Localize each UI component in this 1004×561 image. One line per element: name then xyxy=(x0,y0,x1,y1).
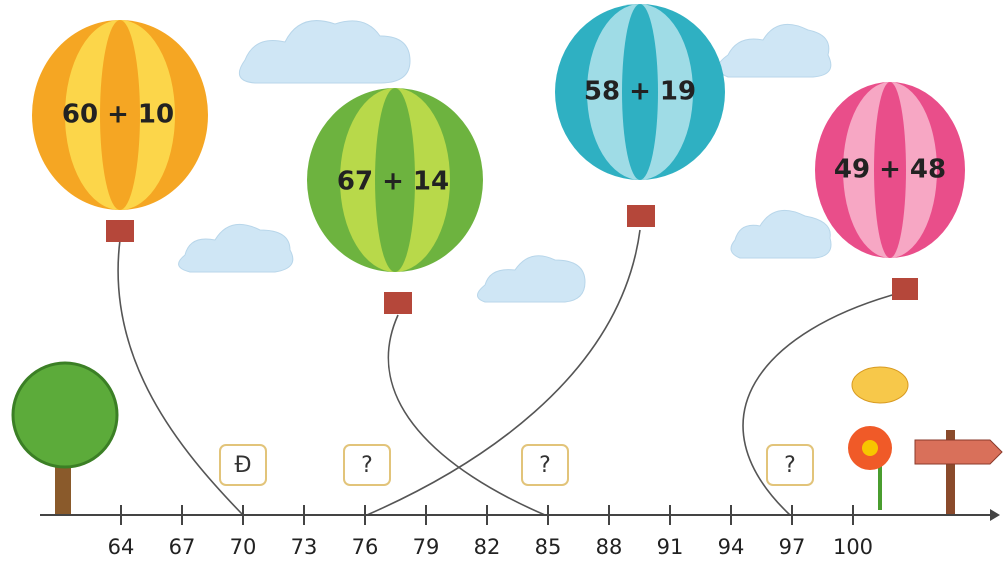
clouds xyxy=(179,21,831,302)
answer-box: Đ xyxy=(234,453,251,478)
tick-label: 94 xyxy=(718,535,745,559)
balloon xyxy=(32,20,208,242)
exercise-scene: 60 + 10 67 + 14 58 + 19 49 + 48 Đ ? ? ? … xyxy=(0,0,1004,561)
answer-box: ? xyxy=(539,453,551,478)
number-line-arrow xyxy=(990,509,1000,521)
tick-label: 70 xyxy=(230,535,257,559)
signpost xyxy=(915,430,1002,515)
tick-label: 82 xyxy=(474,535,501,559)
balloon-label: 60 + 10 xyxy=(62,100,174,130)
tick-label: 73 xyxy=(291,535,318,559)
answer-box: ? xyxy=(361,453,373,478)
tick-label: 79 xyxy=(413,535,440,559)
balloon-label: 58 + 19 xyxy=(584,77,696,107)
tick-label: 91 xyxy=(657,535,684,559)
tick-label: 76 xyxy=(352,535,379,559)
tick-label: 97 xyxy=(779,535,806,559)
balloon-label: 49 + 48 xyxy=(834,155,946,185)
tick-label: 64 xyxy=(108,535,135,559)
flower xyxy=(848,367,908,510)
answer-box-frames xyxy=(220,445,813,485)
answer-box: ? xyxy=(784,453,796,478)
tree xyxy=(13,363,117,515)
balloon xyxy=(307,88,483,314)
balloon xyxy=(555,4,725,227)
tick-label: 85 xyxy=(535,535,562,559)
tick-label: 100 xyxy=(833,535,873,559)
balloon xyxy=(815,82,965,300)
tick-label: 67 xyxy=(169,535,196,559)
balloon-label: 67 + 14 xyxy=(337,167,449,197)
tick-label: 88 xyxy=(596,535,623,559)
